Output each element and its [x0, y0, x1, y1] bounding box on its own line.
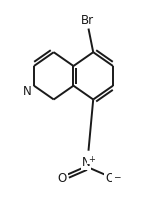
Text: −: − [113, 172, 121, 181]
Text: Br: Br [81, 14, 94, 27]
Text: O: O [105, 172, 114, 185]
Text: O: O [58, 172, 67, 185]
Text: N: N [82, 156, 91, 169]
Text: N: N [23, 85, 32, 98]
Text: +: + [88, 155, 95, 164]
